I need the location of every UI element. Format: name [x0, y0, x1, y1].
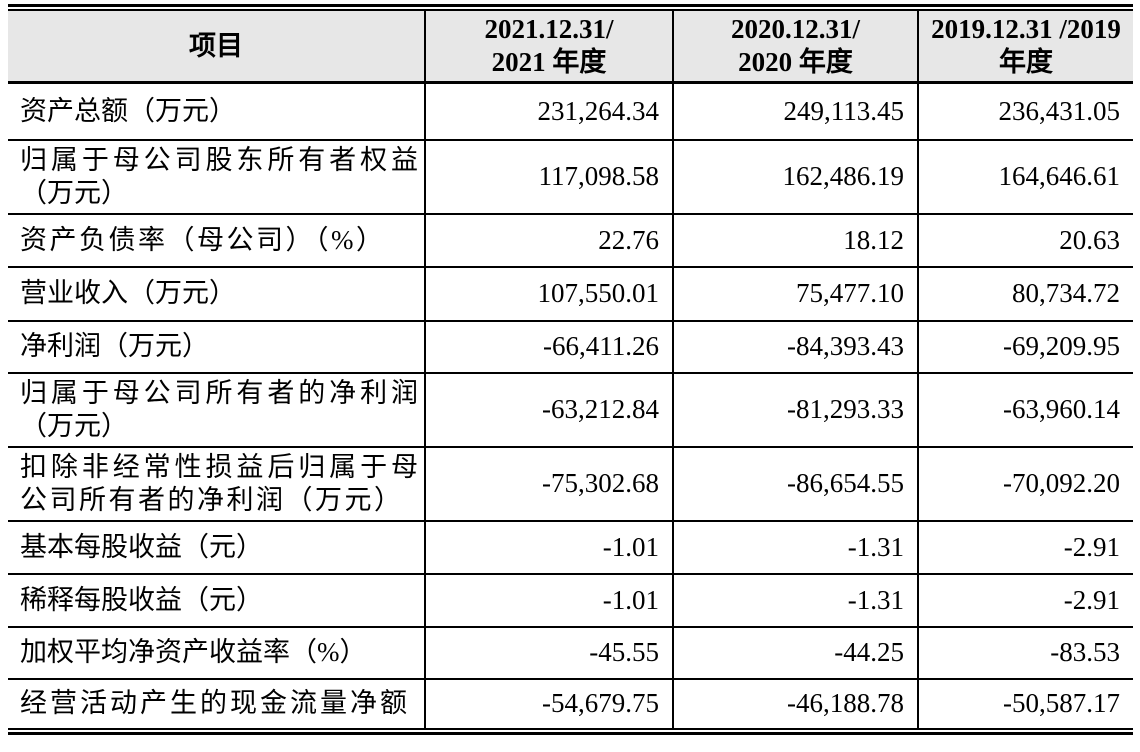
value-cell: 236,431.05	[917, 82, 1133, 140]
row-label-cell: 营业收入（万元）	[8, 265, 425, 321]
value-cell: 20.63	[917, 212, 1133, 267]
value-cell: 18.12	[672, 212, 918, 267]
value-cell: -83.53	[917, 625, 1133, 679]
row-label-line2: 公司所有者的净利润（万元）	[20, 484, 404, 515]
period-2020-line1: 2020.12.31/	[730, 14, 860, 44]
value-cell: 231,264.34	[424, 82, 673, 140]
value-cell: 117,098.58	[424, 138, 673, 214]
row-label-cell: 资产总额（万元）	[8, 83, 425, 140]
table-row: 归属于母公司股东所有者权益 （万元） 117,098.58 162,486.19…	[8, 138, 1133, 214]
value-cell: 162,486.19	[672, 138, 918, 214]
table-row: 资产负债率（母公司）（%） 22.76 18.12 20.63	[8, 212, 1133, 267]
financial-summary-table-frame: 项目 2021.12.31/ 2021 年度 2020.12.31/ 2020 …	[8, 4, 1133, 735]
value-cell: 80,734.72	[917, 265, 1133, 321]
row-label: 稀释每股收益（元）	[20, 584, 263, 615]
value-cell: -2.91	[917, 572, 1133, 627]
value-cell: -81,293.33	[672, 371, 918, 447]
header-row: 项目 2021.12.31/ 2021 年度 2020.12.31/ 2020 …	[8, 10, 1133, 84]
row-label: 基本每股收益（元）	[20, 531, 263, 562]
row-label-cell: 资产负债率（母公司）（%）	[8, 212, 425, 267]
row-label-cell: 经营活动产生的现金流量净额	[8, 677, 425, 729]
period-2019-line2: 年度	[999, 47, 1053, 77]
value-cell: -66,411.26	[424, 319, 673, 373]
value-cell: -44.25	[672, 625, 918, 679]
value-cell: -75,302.68	[424, 445, 673, 521]
table-row: 基本每股收益（元） -1.01 -1.31 -2.91	[8, 519, 1133, 574]
row-label-cell: 归属于母公司所有者的净利润 （万元）	[8, 371, 425, 447]
row-label-cell: 加权平均净资产收益率（%）	[8, 625, 425, 679]
value-cell: -70,092.20	[917, 445, 1133, 521]
row-label-cell: 基本每股收益（元）	[8, 519, 425, 574]
value-cell: -69,209.95	[917, 319, 1133, 373]
row-label-line1: 扣除非经常性损益后归属于母	[20, 451, 418, 482]
value-cell: 75,477.10	[672, 265, 918, 321]
row-label: 资产总额（万元）	[20, 95, 236, 126]
value-cell: -86,654.55	[672, 445, 918, 521]
value-cell: 107,550.01	[424, 265, 673, 321]
table-row: 营业收入（万元） 107,550.01 75,477.10 80,734.72	[8, 265, 1133, 321]
row-label-cell: 归属于母公司股东所有者权益 （万元）	[8, 138, 425, 214]
column-header-item: 项目	[8, 10, 425, 84]
period-2021-line2: 2021 年度	[491, 47, 607, 77]
period-2021-line1: 2021.12.31/	[484, 14, 614, 44]
value-cell: 22.76	[424, 212, 673, 267]
column-header-item-label: 项目	[189, 30, 243, 61]
table-row: 加权平均净资产收益率（%） -45.55 -44.25 -83.53	[8, 625, 1133, 679]
financial-summary-table: 项目 2021.12.31/ 2021 年度 2020.12.31/ 2020 …	[8, 9, 1133, 730]
row-label-cell: 净利润（万元）	[8, 319, 425, 373]
column-header-2019: 2019.12.31 /2019 年度	[917, 10, 1133, 84]
row-label: 净利润（万元）	[20, 331, 209, 361]
row-label-line2: （万元）	[20, 177, 128, 208]
row-label-cell: 扣除非经常性损益后归属于母 公司所有者的净利润（万元）	[8, 445, 425, 521]
row-label: 加权平均净资产收益率（%）	[20, 637, 367, 667]
value-cell: -50,587.17	[917, 677, 1133, 729]
value-cell: -1.01	[424, 519, 673, 574]
column-header-2021: 2021.12.31/ 2021 年度	[424, 10, 673, 84]
value-cell: -45.55	[424, 625, 673, 679]
period-2019-line1: 2019.12.31 /2019	[931, 14, 1121, 44]
row-label: 经营活动产生的现金流量净额	[20, 688, 410, 718]
table-row: 扣除非经常性损益后归属于母 公司所有者的净利润（万元） -75,302.68 -…	[8, 445, 1133, 521]
value-cell: -54,679.75	[424, 677, 673, 729]
table-row: 经营活动产生的现金流量净额 -54,679.75 -46,188.78 -50,…	[8, 677, 1133, 729]
value-cell: -84,393.43	[672, 319, 918, 373]
period-2020-line2: 2020 年度	[738, 47, 853, 77]
table-row: 稀释每股收益（元） -1.01 -1.31 -2.91	[8, 572, 1133, 627]
value-cell: -63,960.14	[917, 371, 1133, 447]
column-header-2020: 2020.12.31/ 2020 年度	[672, 10, 918, 84]
table-row: 资产总额（万元） 231,264.34 249,113.45 236,431.0…	[8, 82, 1133, 140]
row-label-line1: 归属于母公司股东所有者权益	[20, 144, 418, 175]
row-label: 营业收入（万元）	[20, 278, 236, 308]
value-cell: -1.31	[672, 572, 918, 627]
row-label-line1: 归属于母公司所有者的净利润	[20, 377, 418, 408]
row-label-cell: 稀释每股收益（元）	[8, 572, 425, 627]
table-row: 归属于母公司所有者的净利润 （万元） -63,212.84 -81,293.33…	[8, 371, 1133, 447]
value-cell: 249,113.45	[672, 82, 918, 140]
row-label-line2: （万元）	[20, 410, 128, 441]
value-cell: -1.31	[672, 519, 918, 574]
value-cell: -63,212.84	[424, 371, 673, 447]
table-row: 净利润（万元） -66,411.26 -84,393.43 -69,209.95	[8, 319, 1133, 373]
row-label: 资产负债率（母公司）（%）	[20, 224, 386, 255]
value-cell: -1.01	[424, 572, 673, 627]
value-cell: -2.91	[917, 519, 1133, 574]
value-cell: 164,646.61	[917, 138, 1133, 214]
value-cell: -46,188.78	[672, 677, 918, 729]
